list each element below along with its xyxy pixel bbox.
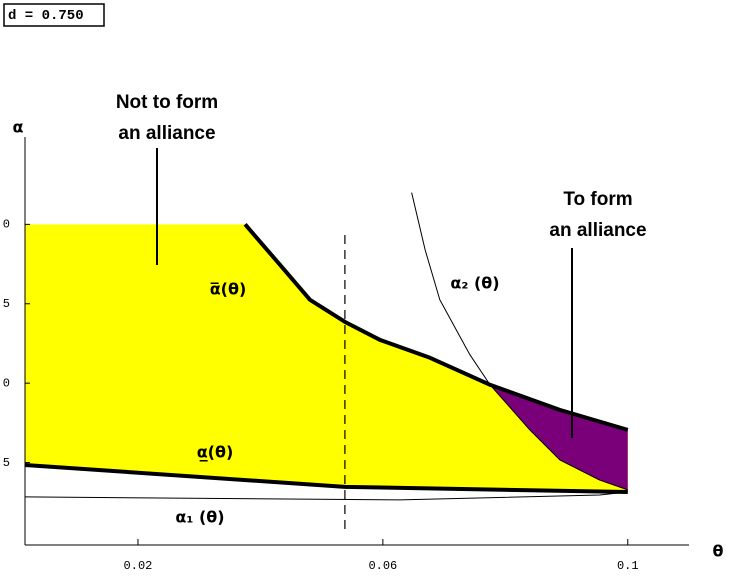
- curve-label: α̅(θ): [210, 280, 247, 299]
- y-tick-label: 1.0: [0, 376, 10, 390]
- x-axis-label: θ: [713, 542, 724, 561]
- curve: [411, 192, 628, 491]
- region-alliance: [490, 384, 628, 492]
- annotation: an alliance: [549, 220, 646, 241]
- title-box: [3, 3, 105, 27]
- curve: [243, 223, 629, 432]
- curve-label: α̲(θ): [197, 443, 234, 462]
- y-tick-label: 1.5: [0, 297, 10, 311]
- x-tick-label: 0.02: [124, 559, 153, 573]
- curve-label: α₂ (θ): [450, 274, 499, 293]
- annotation: To form: [563, 189, 632, 210]
- curve: [24, 491, 628, 501]
- y-tick-label: 0.5: [0, 456, 10, 470]
- y-axis-label: α: [13, 118, 24, 137]
- annotation: Not to form: [116, 92, 218, 113]
- x-tick-label: 0.06: [368, 559, 397, 573]
- y-tick-label: 2.0: [0, 218, 10, 232]
- annotation: an alliance: [118, 123, 215, 144]
- curve-label: α₁ (θ): [175, 508, 224, 527]
- chart-title: d = 0.750: [8, 8, 84, 24]
- x-tick-label: 0.1: [617, 559, 639, 573]
- curve: [24, 462, 628, 494]
- region-no-alliance: [25, 224, 628, 492]
